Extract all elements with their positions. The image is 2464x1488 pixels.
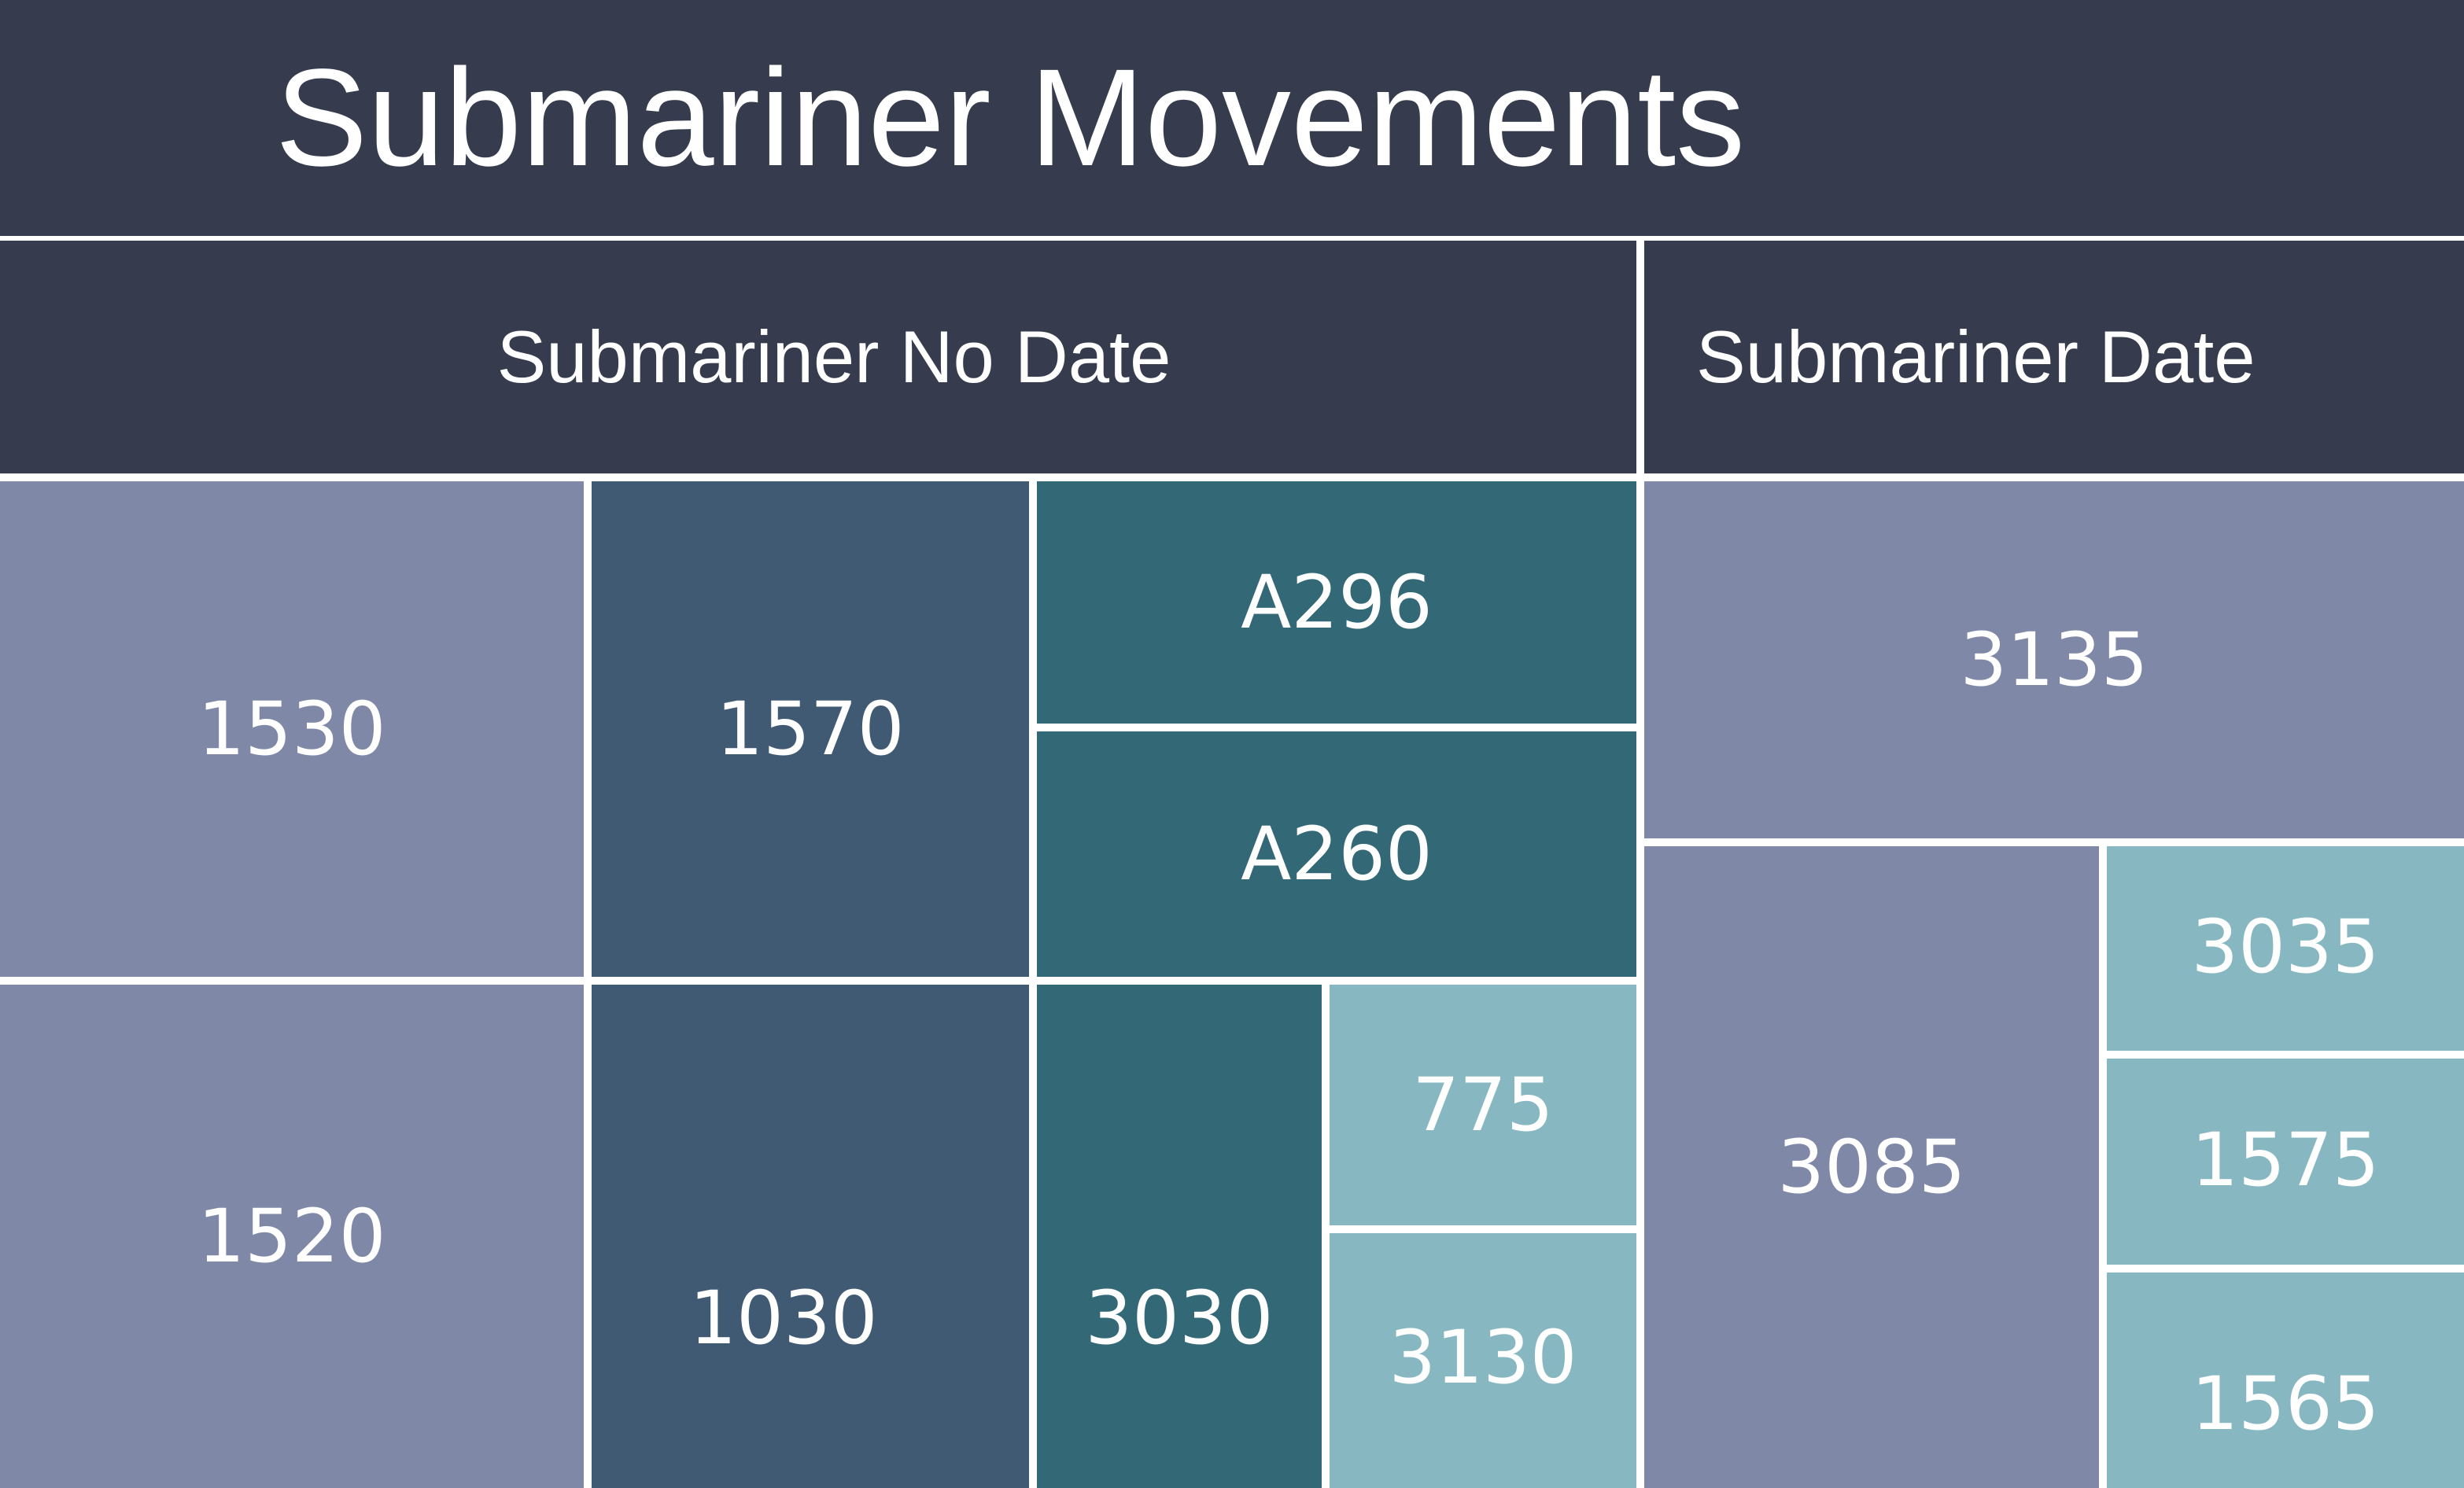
treemap-tile-label: A260 [1241,811,1433,897]
treemap-tile-label: 1575 [2191,1117,2380,1203]
treemap-tile-label: A296 [1241,559,1433,646]
treemap-tile-3130: 3130 [1330,1233,1636,1488]
treemap-tile-3085: 3085 [1644,846,2099,1488]
treemap-tile-a296: A296 [1037,481,1636,724]
treemap-tile-775: 775 [1330,985,1636,1225]
treemap-tile-3030: 3030 [1037,985,1322,1488]
treemap-tile-3035: 3035 [2107,846,2464,1051]
treemap-tile-1030: 1030 [592,985,1029,1488]
treemap-tile-3135: 3135 [1644,481,2464,838]
treemap-tile-label: 1565 [2191,1361,2380,1447]
chart-title: Submariner Movements [0,0,2464,236]
treemap-tile-label: 1030 [689,1275,878,1361]
treemap-tile-a260: A260 [1037,731,1636,977]
treemap-tile-1520: 1520 [0,985,584,1488]
treemap-tile-1565: 1565 [2107,1273,2464,1488]
treemap-tile-label: 3130 [1389,1314,1577,1401]
treemap-tile-1570: 1570 [592,481,1029,977]
treemap-tile-1530: 1530 [0,481,584,977]
treemap-tile-1575: 1575 [2107,1059,2464,1265]
treemap-tile-label: 3030 [1085,1275,1274,1361]
treemap-tile-label: 775 [1412,1062,1554,1148]
treemap-tile-label: 1570 [716,686,905,772]
group-header-submariner-no-date: Submariner No Date [0,241,1636,473]
treemap-tile-label: 1530 [197,686,386,772]
group-header-submariner-date: Submariner Date [1644,241,2464,473]
treemap-tile-label: 1520 [197,1193,386,1280]
treemap-tile-label: 3035 [2191,904,2380,990]
treemap-tile-label: 3135 [1960,617,2149,703]
treemap-tile-label: 3085 [1777,1124,1966,1210]
